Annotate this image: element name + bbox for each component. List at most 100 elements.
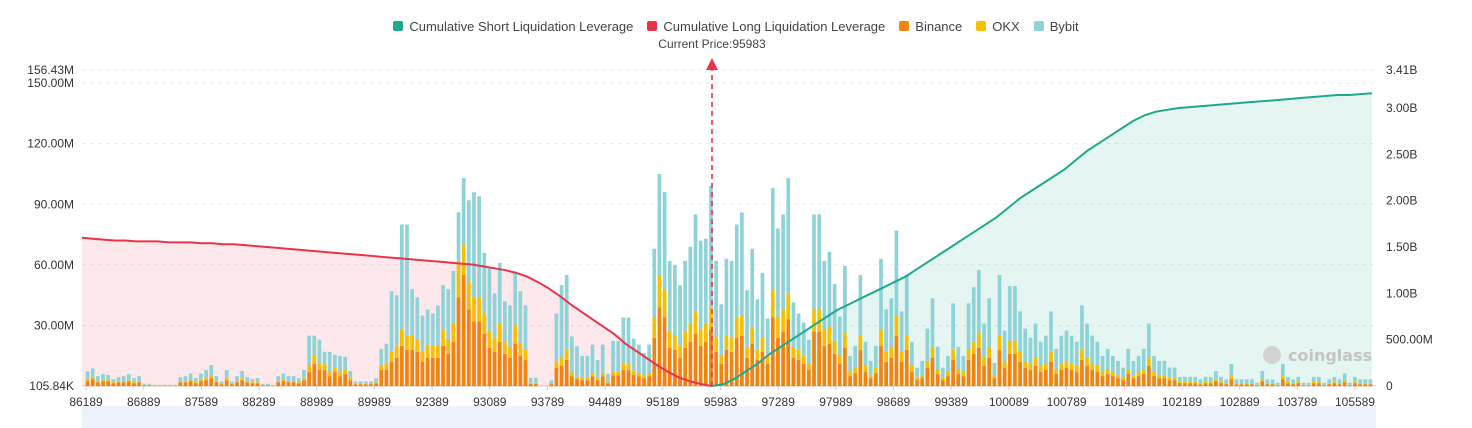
bar-bybit — [446, 289, 451, 340]
bar-binance — [1203, 383, 1208, 387]
bar-bybit — [570, 336, 574, 373]
bar-binance — [714, 351, 718, 387]
bar-okx — [848, 372, 852, 377]
bar-bybit — [1219, 376, 1223, 382]
bar-bybit — [1069, 335, 1074, 364]
bar-bybit — [286, 376, 291, 382]
bar-binance — [904, 349, 909, 387]
bar-bybit — [157, 384, 162, 386]
bar-okx — [827, 326, 832, 344]
bar-bybit — [760, 273, 765, 338]
bar-bybit — [456, 212, 461, 261]
bar-bybit — [317, 339, 322, 364]
bar-bybit — [951, 303, 955, 350]
bar-binance — [1317, 383, 1321, 387]
bar-binance — [204, 380, 208, 387]
scrollbar-track[interactable] — [82, 406, 1376, 428]
bar-okx — [606, 382, 610, 384]
bar-bybit — [1172, 367, 1177, 378]
bar-okx — [96, 381, 100, 383]
bar-binance — [101, 381, 105, 387]
bar-bybit — [188, 373, 193, 380]
bar-okx — [853, 368, 858, 374]
bar-bybit — [564, 275, 569, 350]
bar-okx — [575, 376, 579, 380]
bar-bybit — [168, 384, 172, 386]
bar-okx — [1023, 360, 1028, 369]
bar-okx — [497, 323, 502, 342]
bar-okx — [266, 384, 270, 386]
bar-binance — [1033, 366, 1038, 387]
bar-binance — [1358, 384, 1362, 387]
bar-okx — [441, 329, 445, 346]
bar-okx — [477, 297, 481, 322]
bar-binance — [399, 345, 404, 387]
bar-bybit — [1317, 376, 1321, 382]
bar-binance — [703, 341, 708, 387]
bar-okx — [600, 372, 605, 377]
bar-okx — [183, 381, 188, 383]
bar-bybit — [1183, 376, 1187, 382]
bar-bybit — [389, 291, 394, 352]
bar-binance — [580, 380, 585, 387]
bar-okx — [987, 346, 992, 358]
legend-item-okx[interactable]: OKX — [976, 19, 1020, 34]
bar-okx — [1270, 383, 1275, 385]
bar-bybit — [374, 378, 378, 383]
bar-bybit — [358, 381, 363, 384]
legend-item-long-leverage[interactable]: Cumulative Long Liquidation Leverage — [647, 19, 885, 34]
bar-bybit — [1306, 382, 1311, 385]
bar-bybit — [1152, 355, 1156, 373]
bar-okx — [446, 339, 451, 354]
bar-binance — [1023, 368, 1028, 387]
bar-bybit — [703, 238, 708, 324]
bar-bybit — [657, 173, 662, 276]
current-price-label: Current Price:95983 — [658, 37, 766, 51]
bar-binance — [961, 376, 966, 387]
bar-bybit — [101, 374, 105, 381]
bar-binance — [631, 374, 636, 387]
bar-okx — [781, 309, 785, 332]
bar-okx — [1219, 381, 1223, 384]
current-price-arrow — [706, 58, 718, 70]
bar-okx — [1064, 360, 1069, 369]
bar-binance — [255, 383, 260, 387]
x-axis: 86189 86889 87589 88289 88989 89989 92389 93089… — [69, 386, 1375, 409]
bar-bybit — [497, 262, 502, 324]
bar-okx — [322, 363, 327, 371]
bar-bybit — [111, 379, 116, 383]
bar-okx — [1162, 375, 1167, 379]
y-left-tick-label: 120.00M — [27, 137, 74, 151]
bar-okx — [910, 366, 914, 373]
bar-okx — [513, 325, 518, 344]
legend-swatch-okx — [976, 21, 987, 31]
legend-item-short-leverage[interactable]: Cumulative Short Liquidation Leverage — [393, 19, 633, 34]
bar-binance — [858, 349, 863, 387]
bar-bybit — [1157, 360, 1162, 376]
bar-bybit — [1177, 376, 1182, 382]
bar-okx — [714, 337, 718, 352]
bar-okx — [1301, 384, 1306, 386]
current-price-marker: Current Price:95983 — [658, 37, 766, 386]
bar-binance — [1126, 374, 1131, 387]
bar-bybit — [1105, 348, 1110, 370]
legend-label: Cumulative Long Liquidation Leverage — [663, 18, 886, 34]
bar-okx — [1095, 366, 1100, 373]
bar-binance — [920, 378, 925, 387]
bar-binance — [1167, 380, 1172, 387]
legend-swatch-short — [393, 21, 404, 31]
bar-binance — [925, 368, 930, 387]
bar-okx — [492, 337, 497, 352]
bar-binance — [214, 382, 219, 387]
legend-item-binance[interactable]: Binance — [899, 19, 962, 34]
bar-binance — [1013, 353, 1017, 387]
bar-binance — [1224, 384, 1229, 387]
bar-binance — [96, 382, 100, 387]
bar-binance — [626, 370, 631, 387]
legend-item-bybit[interactable]: Bybit — [1033, 19, 1079, 34]
bar-okx — [296, 382, 301, 384]
bar-binance — [523, 359, 528, 387]
bar-bybit — [193, 378, 198, 383]
x-tick-label: 100789 — [1047, 395, 1087, 409]
bar-okx — [142, 384, 147, 386]
